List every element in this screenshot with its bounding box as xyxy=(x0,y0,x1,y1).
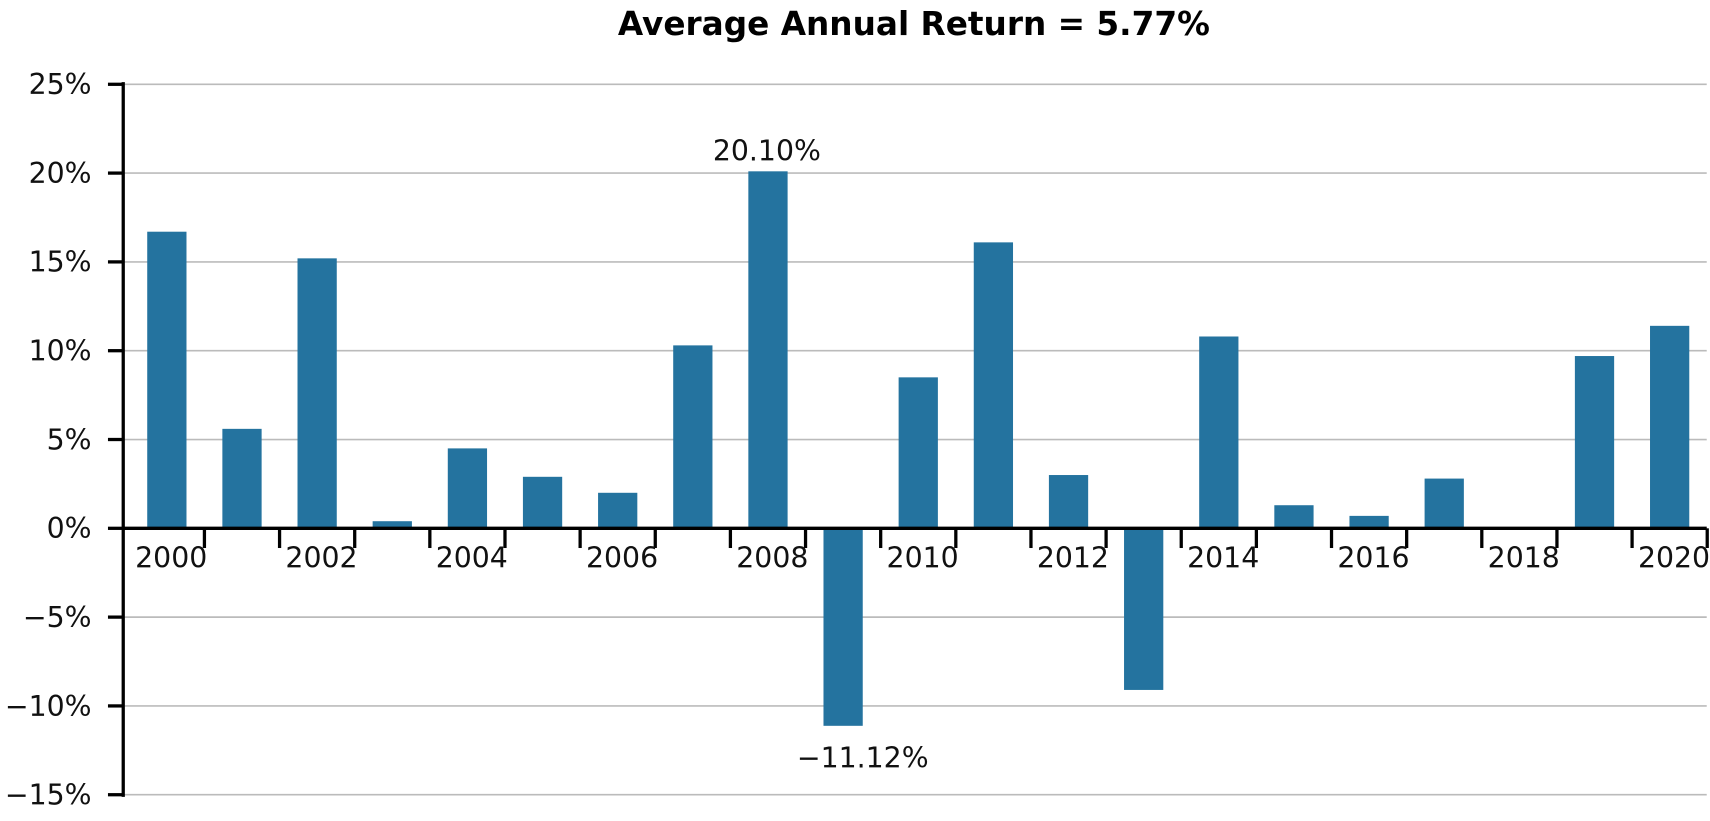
bar-2002 xyxy=(297,258,337,529)
bar-2007 xyxy=(673,345,713,529)
x-tick-label: 2018 xyxy=(1488,542,1560,575)
bar-2000 xyxy=(147,231,187,529)
x-tick-label: 2012 xyxy=(1037,542,1109,575)
bar-2005 xyxy=(522,476,563,529)
y-tick-label: 10% xyxy=(29,335,92,368)
y-tick-label: −10% xyxy=(5,690,92,723)
y-tick-label: 15% xyxy=(29,246,92,279)
data-label: 20.10% xyxy=(713,134,821,167)
bar-2004 xyxy=(447,448,488,529)
x-tick-label: 2020 xyxy=(1638,542,1710,575)
y-tick-label: 5% xyxy=(47,423,92,456)
bar-2001 xyxy=(222,428,262,529)
x-tick-label: 2016 xyxy=(1337,542,1409,575)
y-tick-label: −5% xyxy=(23,601,92,634)
x-tick-label: 2004 xyxy=(436,542,508,575)
x-tick-label: 2008 xyxy=(736,542,808,575)
y-tick-label: 20% xyxy=(29,157,92,190)
bar-2019 xyxy=(1574,356,1615,529)
bar-2014 xyxy=(1199,336,1239,529)
x-tick-label: 2002 xyxy=(285,542,357,575)
bar-2016 xyxy=(1349,515,1389,529)
bar-2003 xyxy=(372,521,412,529)
bar-2020 xyxy=(1650,325,1690,529)
x-tick-label: 2014 xyxy=(1187,542,1259,575)
y-tick-label: 25% xyxy=(29,68,92,101)
bar-2008 xyxy=(748,171,788,529)
y-tick-label: −15% xyxy=(5,779,92,812)
bar-2013 xyxy=(1124,528,1164,690)
x-tick-label: 2010 xyxy=(887,542,959,575)
bar-2006 xyxy=(598,492,638,529)
y-tick-label: 0% xyxy=(47,512,92,545)
bar-2009 xyxy=(823,528,863,726)
bar-2012 xyxy=(1048,475,1089,529)
chart-title: Average Annual Return = 5.77% xyxy=(618,5,1210,43)
x-tick-label: 2000 xyxy=(135,542,207,575)
data-label: −11.12% xyxy=(797,741,929,774)
bar-2011 xyxy=(973,242,1014,529)
bar-2010 xyxy=(898,377,938,529)
x-tick-label: 2006 xyxy=(586,542,658,575)
bar-2017 xyxy=(1424,478,1464,529)
bar-2015 xyxy=(1274,505,1314,529)
